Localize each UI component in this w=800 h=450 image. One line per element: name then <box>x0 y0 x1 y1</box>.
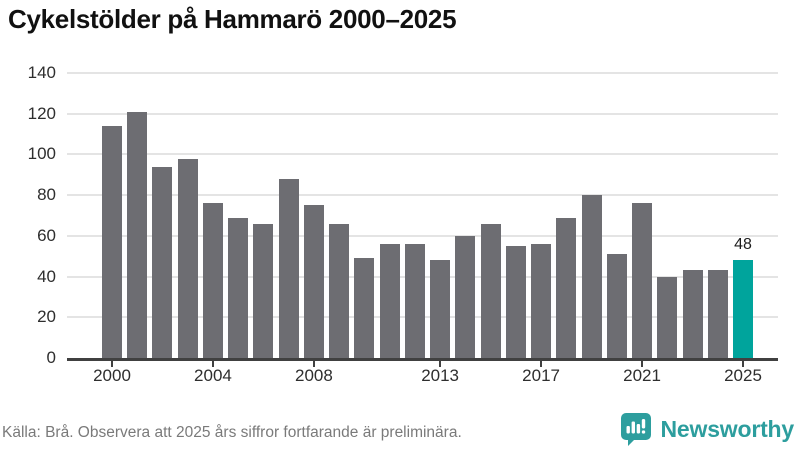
x-axis-label-2008: 2008 <box>294 366 333 385</box>
source-note: Källa: Brå. Observera att 2025 års siffr… <box>2 424 462 441</box>
bar-2006 <box>253 223 274 358</box>
bar-2017 <box>531 244 552 358</box>
y-axis-label-0: 0 <box>46 348 56 367</box>
bar-2003 <box>177 158 198 358</box>
y-axis-label-40: 40 <box>37 266 56 286</box>
x-tick-2008 <box>312 361 315 367</box>
bar-2007 <box>278 178 299 358</box>
gridline-100 <box>67 153 778 156</box>
chart-title: Cykelstölder på Hammarö 2000–2025 <box>8 4 457 34</box>
bar-2018 <box>556 217 577 358</box>
bar-2016 <box>505 246 526 358</box>
bar-2005 <box>228 217 249 358</box>
bar-2019 <box>581 195 602 358</box>
x-axis-label-2000: 2000 <box>93 366 131 385</box>
highlight-value-label: 48 <box>734 236 752 254</box>
brand-name: Newsworthy <box>660 415 795 442</box>
bar-2011 <box>379 244 400 358</box>
newsworthy-icon <box>618 411 653 447</box>
speech-bubble-shape <box>620 413 651 446</box>
x-axis-label-2013: 2013 <box>421 366 460 385</box>
x-tick-2017 <box>540 361 543 367</box>
gridline-80 <box>67 194 778 197</box>
y-axis-label-60: 60 <box>37 225 56 245</box>
plot-area: 48 <box>67 72 778 367</box>
gridline-120 <box>67 112 778 115</box>
bar-2025 <box>733 260 753 358</box>
bar-2022 <box>657 276 678 358</box>
bar-2013 <box>430 260 451 358</box>
bar-2008 <box>303 205 324 358</box>
bar-2004 <box>202 203 223 358</box>
gridline-60 <box>67 234 778 237</box>
bar-2023 <box>682 270 703 358</box>
y-axis-label-120: 120 <box>27 103 56 123</box>
bar-2002 <box>152 166 173 358</box>
bar-2001 <box>127 111 148 358</box>
x-tick-2013 <box>439 361 442 367</box>
bar-2014 <box>455 235 476 358</box>
bar-2010 <box>354 258 375 358</box>
newsworthy-logo[interactable]: Newsworthy <box>618 411 794 447</box>
bar-2015 <box>480 223 501 358</box>
bar-2009 <box>329 223 350 358</box>
bar-2020 <box>606 254 627 358</box>
gridline-140 <box>67 72 778 74</box>
y-axis-label-20: 20 <box>37 307 56 327</box>
bar-2012 <box>404 244 425 358</box>
bar-2024 <box>707 270 728 358</box>
x-axis-label-2004: 2004 <box>194 366 232 385</box>
bar-2021 <box>632 203 653 358</box>
y-axis-label-100: 100 <box>27 144 56 164</box>
x-tick-2025 <box>742 361 744 367</box>
x-tick-2021 <box>641 361 644 367</box>
x-tick-2000 <box>111 361 113 367</box>
y-axis-label-80: 80 <box>37 185 56 205</box>
x-axis-label-2025: 2025 <box>724 366 762 385</box>
x-axis-label-2021: 2021 <box>623 366 661 385</box>
y-axis-label-140: 140 <box>27 63 56 82</box>
x-axis-label-2017: 2017 <box>522 366 560 385</box>
x-tick-2004 <box>211 361 214 367</box>
bar-2000 <box>102 125 122 358</box>
